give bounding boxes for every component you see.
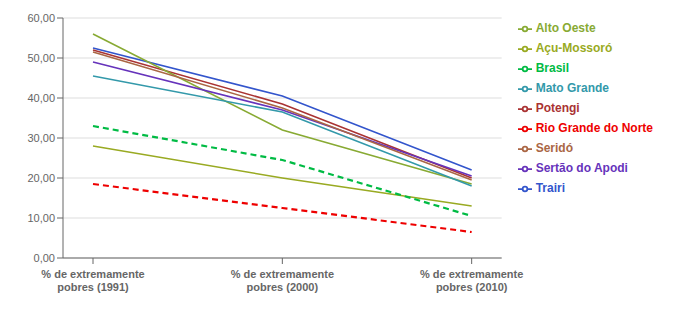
svg-text:50,00: 50,00 xyxy=(27,52,55,64)
html-text:Mato Grande: Mato Grande xyxy=(535,81,609,95)
html-text:Trairi: Trairi xyxy=(535,181,565,195)
html-text:Seridó: Seridó xyxy=(535,141,573,155)
svg-text:30,00: 30,00 xyxy=(27,132,55,144)
svg-text:60,00: 60,00 xyxy=(27,12,55,24)
html-text:Rio Grande do Norte: Rio Grande do Norte xyxy=(535,121,653,135)
html-text:Potengi: Potengi xyxy=(535,101,580,115)
svg-text:% de extremamentepobres (1991): % de extremamentepobres (1991) xyxy=(41,268,144,293)
svg-text:40,00: 40,00 xyxy=(27,92,55,104)
html-text:Açu-Mossoró: Açu-Mossoró xyxy=(535,41,613,55)
html-text:Brasil: Brasil xyxy=(535,61,569,75)
svg-text:% de extremamentepobres (2010): % de extremamentepobres (2010) xyxy=(420,268,523,293)
svg-text:% de extremamentepobres (2000): % de extremamentepobres (2000) xyxy=(231,268,334,293)
svg-text:0,00: 0,00 xyxy=(34,252,55,264)
svg-text:10,00: 10,00 xyxy=(27,212,55,224)
svg-text:20,00: 20,00 xyxy=(27,172,55,184)
html-text:Sertão do Apodi: Sertão do Apodi xyxy=(535,161,628,175)
html-text:Alto Oeste: Alto Oeste xyxy=(535,21,596,35)
